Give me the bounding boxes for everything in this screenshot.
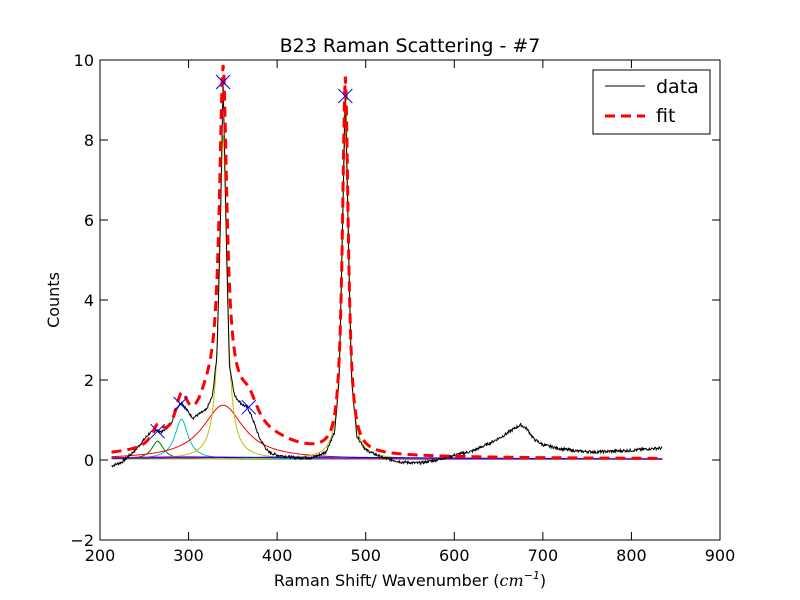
x-axis-unit-exponent: −1 <box>524 569 540 582</box>
x-axis-label-text: Raman Shift/ Wavenumber ( <box>274 571 500 590</box>
y-tick-label: 0 <box>84 451 94 470</box>
y-axis-label: Counts <box>44 272 63 328</box>
fit-series-line <box>111 64 663 460</box>
y-tick-label: 4 <box>84 291 94 310</box>
series-layer <box>111 64 663 468</box>
y-tick-label: 6 <box>84 211 94 230</box>
x-tick-label: 400 <box>262 546 293 565</box>
peak-marker-layer <box>150 74 353 439</box>
x-axis-unit: cm <box>500 571 524 590</box>
x-tick-label: 200 <box>85 546 116 565</box>
peak-marker <box>173 396 188 412</box>
peak-marker <box>150 423 165 439</box>
legend-fit-label: fit <box>656 105 675 127</box>
x-axis-label-close: ) <box>540 571 546 590</box>
x-tick-label: 500 <box>350 546 381 565</box>
x-tick-label: 900 <box>705 546 736 565</box>
axis-ticks: 200 300 400 500 600 700 800 900 −2 0 2 4 6 8 10 <box>70 51 735 565</box>
legend-data-label: data <box>656 76 699 98</box>
legend-box <box>592 69 711 135</box>
peak-marker <box>241 399 257 415</box>
x-tick-label: 700 <box>528 546 559 565</box>
y-tick-label: −2 <box>70 531 94 550</box>
data-series-line <box>111 82 663 468</box>
x-tick-label: 600 <box>439 546 470 565</box>
legend: data fit <box>592 69 711 135</box>
chart-title: B23 Raman Scattering - #7 <box>280 35 541 57</box>
x-axis-label: Raman Shift/ Wavenumber (cm−1) <box>274 569 546 590</box>
y-tick-label: 8 <box>84 131 94 150</box>
peak-marker <box>337 88 353 104</box>
y-tick-label: 2 <box>84 371 94 390</box>
peak-marker <box>215 74 231 90</box>
x-tick-label: 800 <box>616 546 647 565</box>
x-tick-label: 300 <box>173 546 204 565</box>
y-tick-label: 10 <box>74 51 94 70</box>
